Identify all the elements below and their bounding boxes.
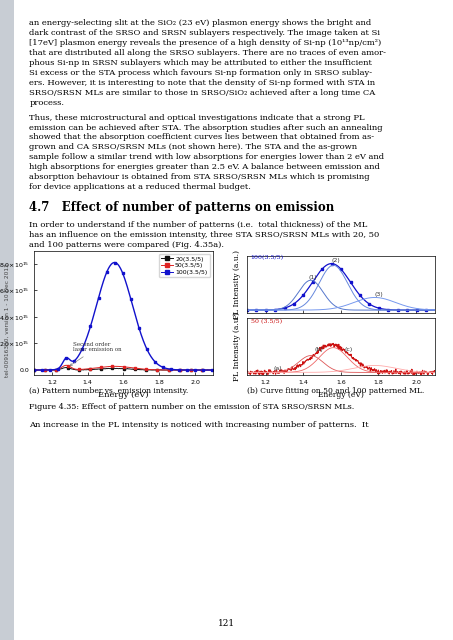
Text: (a) Pattern number vs. emission intensity.: (a) Pattern number vs. emission intensit…: [29, 387, 189, 395]
Text: (1): (1): [309, 275, 318, 280]
Text: (a): (a): [273, 367, 282, 371]
Text: has an influence on the emission intensity, three STA SRSO/SRSN MLs with 20, 50: has an influence on the emission intensi…: [29, 231, 380, 239]
Text: phous Si-np in SRSN sublayers which may be attributed to either the insufficient: phous Si-np in SRSN sublayers which may …: [29, 59, 372, 67]
Text: an energy-selecting slit at the SiO₂ (23 eV) plasmon energy shows the bright and: an energy-selecting slit at the SiO₂ (23…: [29, 19, 372, 27]
Text: showed that the absorption coefficient curves lies between that obtained from as: showed that the absorption coefficient c…: [29, 133, 375, 141]
Text: high absorptions for energies greater than 2.5 eV. A balance between emission an: high absorptions for energies greater th…: [29, 163, 381, 171]
Text: sample follow a similar trend with low absorptions for energies lower than 2 eV : sample follow a similar trend with low a…: [29, 153, 385, 161]
Text: SRSO/SRSN MLs are similar to those in SRSO/SiO₂ achieved after a long time CA: SRSO/SRSN MLs are similar to those in SR…: [29, 88, 376, 97]
X-axis label: Energy (eV): Energy (eV): [318, 391, 364, 399]
Text: and 100 patterns were compared (Fig. 4.35a).: and 100 patterns were compared (Fig. 4.3…: [29, 241, 224, 249]
Text: Si excess or the STA process which favours Si-np formation only in SRSO sublay-: Si excess or the STA process which favou…: [29, 68, 372, 77]
Text: dark contrast of the SRSO and SRSN sublayers respectively. The image taken at Si: dark contrast of the SRSO and SRSN subla…: [29, 29, 381, 37]
Text: tel-00916300, version 1 - 10 Dec 2013: tel-00916300, version 1 - 10 Dec 2013: [4, 263, 10, 377]
Text: 4.7   Effect of number of patterns on emission: 4.7 Effect of number of patterns on emis…: [29, 200, 335, 214]
Text: (2): (2): [332, 258, 340, 263]
Text: absorption behaviour is obtained from STA SRSO/SRSN MLs which is promising: absorption behaviour is obtained from ST…: [29, 173, 370, 181]
Text: (b): (b): [314, 347, 323, 352]
Text: ers. However, it is interesting to note that the density of Si-np formed with ST: ers. However, it is interesting to note …: [29, 79, 376, 86]
Text: 121: 121: [218, 620, 235, 628]
Text: process.: process.: [29, 99, 64, 106]
X-axis label: Energy (eV): Energy (eV): [98, 391, 149, 399]
Text: for device applications at a reduced thermal budget.: for device applications at a reduced the…: [29, 183, 251, 191]
Text: [17eV] plasmon energy reveals the presence of a high density of Si-np (10¹³np/cm: [17eV] plasmon energy reveals the presen…: [29, 39, 382, 47]
Text: (c): (c): [345, 347, 353, 352]
Text: An increase in the PL intensity is noticed with increasing number of patterns.  : An increase in the PL intensity is notic…: [29, 420, 369, 429]
Text: grown and CA SRSO/SRSN MLs (not shown here). The STA and the as-grown: grown and CA SRSO/SRSN MLs (not shown he…: [29, 143, 357, 151]
Text: that are distributed all along the SRSO sublayers. There are no traces of even a: that are distributed all along the SRSO …: [29, 49, 386, 57]
Text: (3): (3): [375, 292, 384, 297]
Text: Thus, these microstructural and optical investigations indicate that a strong PL: Thus, these microstructural and optical …: [29, 113, 365, 122]
Text: emission can be achieved after STA. The absorption studies after such an anneali: emission can be achieved after STA. The …: [29, 124, 383, 131]
Y-axis label: PL Intensity (a.u.): PL Intensity (a.u.): [233, 312, 241, 381]
Text: Second order
laser emission on: Second order laser emission on: [70, 342, 122, 365]
Text: 100(3.5/5): 100(3.5/5): [251, 255, 284, 260]
Legend: 20(3.5/5), 50(3.5/5), 100(3.5/5): 20(3.5/5), 50(3.5/5), 100(3.5/5): [159, 253, 210, 277]
Y-axis label: PL Intensity (a.u.): PL Intensity (a.u.): [233, 250, 241, 319]
Text: (b) Curve fitting on 50 and 100 patterned ML.: (b) Curve fitting on 50 and 100 patterne…: [247, 387, 424, 395]
Text: 50 (3.5/5): 50 (3.5/5): [251, 319, 282, 324]
Text: In order to understand if the number of patterns (i.e.  total thickness) of the : In order to understand if the number of …: [29, 221, 368, 229]
Text: Figure 4.35: Effect of pattern number on the emission of STA SRSO/SRSN MLs.: Figure 4.35: Effect of pattern number on…: [29, 403, 355, 411]
